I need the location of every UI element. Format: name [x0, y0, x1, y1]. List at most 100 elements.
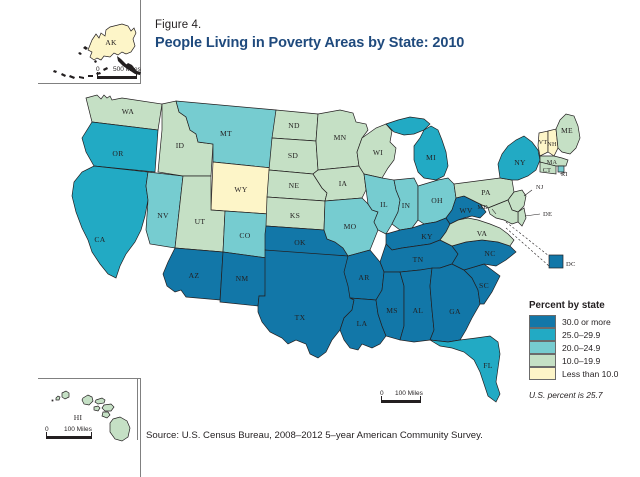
legend-item-label: Less than 10.0: [562, 368, 619, 379]
state-CT[interactable]: [539, 161, 557, 175]
state-label-PA: PA: [481, 188, 491, 197]
leader-line-ri: [559, 171, 567, 175]
state-VA[interactable]: [439, 217, 515, 247]
state-CA[interactable]: [71, 165, 149, 279]
leader-line-de: [524, 213, 541, 217]
source-divider: [137, 378, 138, 440]
legend-item-30-or-more[interactable]: 30.0 or more: [529, 315, 618, 328]
state-label-VT: VT: [539, 139, 548, 146]
figure-number: Figure 4.: [155, 19, 202, 31]
state-label-GA: GA: [449, 307, 461, 316]
state-label-SC: SC: [479, 281, 489, 290]
state-label-ME: ME: [561, 126, 573, 135]
state-label-LA: LA: [357, 319, 368, 328]
state-label-MN: MN: [334, 133, 347, 142]
scalebar-distance: 100 Miles: [64, 426, 92, 433]
state-label-DE: DE: [543, 211, 552, 218]
page-title: People Living in Poverty Areas by State:…: [155, 35, 465, 51]
state-label-NH: NH: [547, 141, 557, 148]
state-label-AL: AL: [413, 306, 424, 315]
scalebar-zero: 0: [380, 390, 384, 397]
state-HI[interactable]: [51, 390, 131, 442]
state-label-FL: FL: [483, 361, 493, 370]
state-label-RI: RI: [561, 171, 568, 178]
state-label-DC: DC: [566, 261, 576, 268]
state-MN[interactable]: [315, 109, 369, 171]
state-label-WI: WI: [373, 148, 383, 157]
state-label-OH: OH: [431, 196, 443, 205]
scalebar-bar: [381, 400, 421, 403]
state-label-ID: ID: [176, 141, 185, 150]
state-AL[interactable]: [399, 267, 435, 343]
state-label-MO: MO: [344, 222, 357, 231]
alaska-inset[interactable]: AK: [53, 23, 141, 79]
state-label-AK: AK: [105, 38, 117, 47]
legend-title: Percent by state: [529, 300, 605, 311]
legend-swatch: [529, 354, 556, 367]
hawaii-scalebar: 0 100 Miles: [45, 426, 92, 439]
state-label-IL: IL: [380, 200, 388, 209]
state-label-SD: SD: [288, 151, 299, 160]
state-label-MI: MI: [426, 153, 436, 162]
state-label-CA: CA: [94, 235, 105, 244]
scalebar-tick: [136, 72, 137, 79]
state-label-KY: KY: [421, 232, 433, 241]
state-label-IA: IA: [339, 179, 348, 188]
hawaii-inset[interactable]: HI: [51, 390, 131, 442]
state-label-VA: VA: [477, 229, 488, 238]
legend-swatch: [529, 367, 556, 380]
scalebar-tick: [46, 432, 47, 439]
source-note: Source: U.S. Census Bureau, 2008–2012 5–…: [146, 430, 483, 441]
scalebar-bar: [97, 76, 137, 79]
state-label-NY: NY: [514, 158, 526, 167]
state-SC[interactable]: [463, 263, 501, 305]
scalebar-tick: [97, 72, 98, 79]
state-AK[interactable]: [87, 23, 137, 61]
state-RI[interactable]: [557, 165, 565, 173]
state-ME[interactable]: [555, 113, 581, 155]
state-label-CT: CT: [543, 167, 552, 174]
leader-line-nj: [523, 189, 533, 197]
state-label-NC: NC: [484, 249, 495, 258]
state-label-UT: UT: [195, 217, 206, 226]
state-label-TX: TX: [295, 313, 306, 322]
legend-swatch: [529, 341, 556, 354]
legend-item-label: 30.0 or more: [562, 316, 611, 327]
alaska-scalebar: 0 500 Miles: [96, 66, 141, 79]
state-MI[interactable]: [413, 125, 449, 181]
state-label-IN: IN: [402, 201, 411, 210]
state-label-MA: MA: [547, 159, 558, 166]
state-label-WV: WV: [459, 206, 472, 215]
state-MD[interactable]: [487, 199, 519, 225]
state-label-OK: OK: [294, 238, 306, 247]
legend-item-label: 20.0–24.9: [562, 342, 601, 353]
legend-item-25-to-29[interactable]: 25.0–29.9: [529, 328, 618, 341]
state-label-KS: KS: [290, 211, 300, 220]
state-MI-upper[interactable]: [385, 116, 431, 136]
legend-item-10-to-19[interactable]: 10.0–19.9: [529, 354, 618, 367]
state-DC[interactable]: [548, 254, 564, 269]
state-label-HI: HI: [74, 413, 83, 422]
state-VT[interactable]: [537, 130, 549, 157]
state-FL[interactable]: [429, 335, 501, 403]
figure-container: Figure 4. People Living in Poverty Areas…: [38, 0, 618, 477]
state-OR[interactable]: [81, 121, 159, 173]
state-label-MS: MS: [386, 306, 398, 315]
legend-swatch: [529, 328, 556, 341]
leader-line-md: [491, 208, 497, 215]
state-NY[interactable]: [497, 135, 541, 181]
legend-item-less-than-10[interactable]: Less than 10.0: [529, 367, 618, 380]
scalebar-tick: [91, 432, 92, 439]
leader-line-dc-lower: [505, 227, 550, 267]
legend-item-20-to-24[interactable]: 20.0–24.9: [529, 341, 618, 354]
legend-item-label: 25.0–29.9: [562, 329, 601, 340]
state-NH[interactable]: [547, 128, 559, 157]
state-label-NM: NM: [236, 274, 249, 283]
scalebar-bar: [46, 436, 92, 439]
state-label-OR: OR: [112, 149, 124, 158]
scalebar-tick: [420, 396, 421, 403]
state-label-WY: WY: [234, 185, 247, 194]
legend-footnote: U.S. percent is 25.7: [529, 390, 603, 400]
state-label-TN: TN: [413, 255, 424, 264]
state-label-AZ: AZ: [189, 271, 200, 280]
